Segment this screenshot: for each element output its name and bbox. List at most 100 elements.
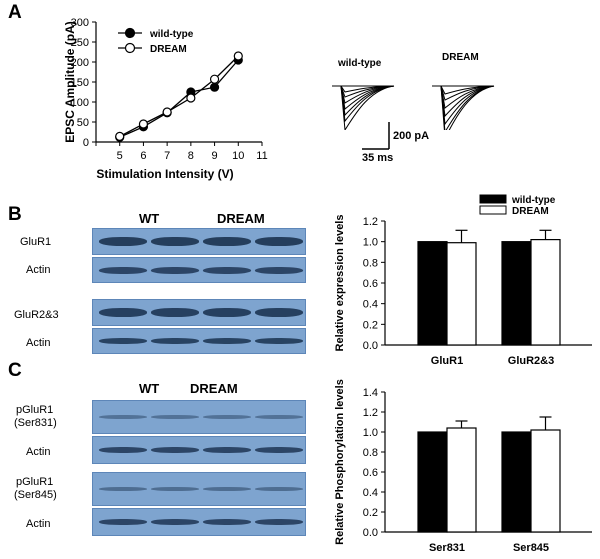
- blot-glur1: [92, 228, 306, 255]
- blot-band: [255, 266, 303, 274]
- trace-wild-type: [338, 85, 395, 117]
- blot-band: [255, 487, 303, 491]
- blot-band: [151, 338, 199, 344]
- legend-label-dream: DREAM: [150, 44, 187, 55]
- y-tick-label: 1.0: [363, 237, 378, 249]
- y-tick-label: 0.0: [363, 527, 378, 539]
- phosphorylation-bar-chart: 0.0 0.2 0.4 0.6 0.8 1.0 1.2 1.4 Relative Phospho…: [334, 379, 592, 554]
- data-point-dream: [186, 93, 196, 103]
- blot-band: [99, 447, 147, 453]
- blot-c-label-ser845: (Ser845): [14, 489, 57, 501]
- blot-actin-b1: [92, 257, 306, 283]
- legend-marker-dream: [124, 42, 136, 54]
- blot-band: [151, 415, 199, 419]
- legend-label-wild-type: wild-type: [149, 29, 194, 40]
- bar-dream-ser845: [530, 429, 561, 533]
- series-line-wild-type: [119, 59, 239, 138]
- blot-band: [151, 237, 199, 246]
- x-tick-label-glur2-3: GluR2&3: [508, 355, 554, 365]
- scale-bar-y-label: 200 pA: [393, 130, 430, 142]
- y-tick-label: 200: [71, 57, 89, 69]
- blot-b-label-actin-2: Actin: [26, 337, 51, 349]
- trace-label-dream: DREAM: [442, 52, 479, 63]
- y-tick-label: 0.6: [363, 467, 378, 479]
- legend-label-wild-type: wild-type: [511, 195, 556, 206]
- bar-wild-type-ser845: [501, 431, 532, 533]
- blot-band: [203, 519, 251, 525]
- blot-band: [255, 447, 303, 453]
- x-tick-label: 6: [140, 150, 146, 162]
- data-point-wild-type: [209, 82, 220, 92]
- bar-dream-glur2-3: [530, 238, 561, 346]
- y-axis-label: Relative expression levels: [334, 215, 346, 352]
- blot-band: [203, 487, 251, 491]
- blot-band: [203, 308, 251, 317]
- x-tick-label-ser845: Ser845: [513, 542, 549, 554]
- bar-wild-type-glur1: [417, 241, 448, 346]
- blot-c-group-wt: WT: [139, 381, 160, 396]
- blot-c-label-pglur1-2: pGluR1: [16, 476, 54, 488]
- scale-bar: [362, 122, 390, 150]
- x-tick-label: 9: [212, 150, 218, 162]
- blot-band: [151, 447, 199, 453]
- blot-c-label-actin-2: Actin: [26, 518, 51, 530]
- data-point-dream: [138, 119, 149, 129]
- trace-dream: [438, 85, 495, 130]
- x-tick-label: 11: [256, 150, 267, 162]
- blot-band: [255, 237, 303, 246]
- y-tick-label: 250: [71, 37, 89, 49]
- x-tick-label-glur1: GluR1: [431, 355, 463, 365]
- blot-band: [151, 266, 199, 274]
- y-tick-label: 0.8: [363, 257, 378, 269]
- blot-band: [151, 487, 199, 491]
- y-tick-label: 0.8: [363, 447, 378, 459]
- panel-label-a: A: [8, 2, 22, 23]
- trace-dream: [438, 85, 495, 130]
- trace-wild-type: [338, 85, 395, 130]
- blot-band: [203, 447, 251, 453]
- y-tick-label: 0.6: [363, 278, 378, 290]
- blot-actin-c2: [92, 508, 306, 536]
- epsc-traces: [332, 85, 495, 130]
- x-tick-label: 8: [188, 150, 194, 162]
- blot-actin-b2: [92, 328, 306, 354]
- x-tick-label-ser831: Ser831: [429, 542, 465, 554]
- blot-pglur1-ser831: [92, 400, 306, 434]
- bar-wild-type-ser831: [417, 431, 448, 533]
- blot-c-group-dream: DREAM: [190, 381, 238, 396]
- epsc-line-chart: 0 50 100 150 200 250 300 5 6 7 8 9 10 11 Stimulation I…: [63, 17, 268, 181]
- blot-band: [203, 237, 251, 246]
- bar-dream-glur1: [446, 242, 477, 346]
- bar-wild-type-glur2-3: [501, 241, 532, 346]
- blot-band: [203, 338, 251, 344]
- blot-band: [99, 415, 147, 419]
- trace-label-wild-type: wild-type: [338, 58, 382, 69]
- data-point-dream: [233, 51, 243, 61]
- data-point-dream: [209, 74, 220, 84]
- blot-band: [99, 519, 147, 525]
- blot-band: [255, 519, 303, 525]
- data-point-dream: [162, 107, 172, 117]
- blot-band: [151, 519, 199, 525]
- blot-b-label-actin: Actin: [26, 264, 51, 276]
- blot-b-group-dream: DREAM: [217, 211, 265, 226]
- blot-band: [255, 308, 303, 317]
- y-tick-label: 0.0: [363, 340, 378, 352]
- scale-bar-x-label: 35 ms: [362, 152, 394, 164]
- blot-band: [99, 308, 147, 317]
- legend-label-dream: DREAM: [512, 206, 549, 217]
- y-tick-label: 300: [71, 17, 89, 29]
- y-tick-label: 1.0: [363, 427, 378, 439]
- blot-b-label-glur1: GluR1: [20, 236, 52, 248]
- panel-label-b: B: [8, 204, 22, 225]
- y-tick-label: 0.4: [363, 487, 378, 499]
- blot-band: [203, 415, 251, 419]
- legend-swatch-dream: [479, 205, 507, 215]
- panel-label-c: C: [8, 360, 22, 381]
- blot-c-label-ser831: (Ser831): [14, 417, 57, 429]
- x-tick-label: 5: [117, 150, 123, 162]
- trace-dream: [438, 85, 495, 126]
- expression-bar-chart: 0.0 0.2 0.4 0.6 0.8 1.0 1.2 Relative expression…: [334, 194, 592, 365]
- blot-c-label-pglur1: pGluR1: [16, 404, 54, 416]
- y-axis-label: Relative Phosphorylation levels: [334, 379, 346, 545]
